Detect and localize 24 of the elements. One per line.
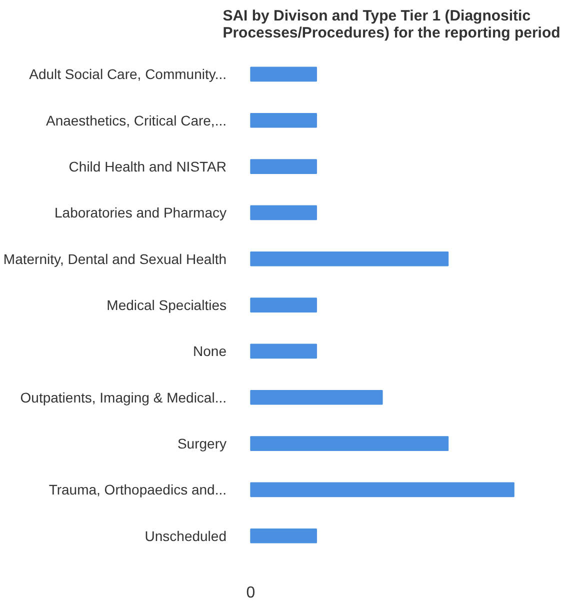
bar: [250, 112, 317, 128]
bar: [250, 298, 317, 312]
bar: [250, 482, 514, 498]
bar: [250, 344, 317, 359]
bar: [250, 436, 449, 451]
y-tick-label: None: [193, 343, 227, 360]
y-tick-label: Outpatients, Imaging & Medical...: [20, 389, 227, 406]
y-tick-label: Trauma, Orthopaedics and...: [48, 482, 227, 498]
bar: [250, 390, 383, 405]
bar: [250, 205, 317, 220]
chart-title: SAI by Divison and Type Tier 1 (Diagnositic Processes/Procedures) for the reporting period: [222, 8, 560, 42]
y-tick-label: Surgery: [177, 436, 227, 452]
y-tick-label: Unscheduled: [144, 528, 227, 544]
bar: [250, 528, 317, 544]
y-tick-label: Maternity, Dental and Sexual Health: [3, 250, 227, 267]
y-tick-label: Adult Social Care, Community...: [29, 66, 227, 82]
bar: [250, 66, 317, 82]
y-tick-label: Medical Specialties: [106, 297, 227, 314]
y-tick-label: Anaesthetics, Critical Care,...: [46, 112, 227, 128]
bar: [250, 159, 317, 174]
bar: [250, 251, 449, 266]
text: 0: [246, 584, 256, 602]
y-tick-label: Laboratories and Pharmacy: [54, 204, 227, 221]
y-tick-label: Child Health and NISTAR: [68, 158, 227, 175]
